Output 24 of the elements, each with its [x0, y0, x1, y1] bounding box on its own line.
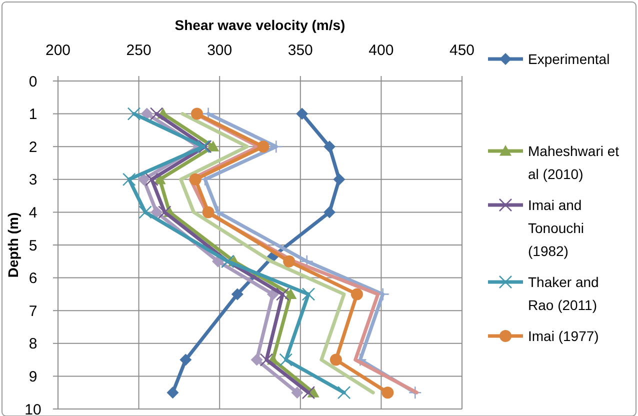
x-tick-label: 450: [449, 42, 475, 59]
legend-label: Imai and Tonouchi (1982): [528, 196, 584, 259]
legend-label: Experimental: [528, 50, 610, 67]
legend-label: Thaker and Rao (2011): [528, 274, 599, 313]
y-tick-label: 3: [28, 172, 38, 189]
legend-label: Maheshwari et al (2010): [528, 142, 620, 182]
y-tick-label: 9: [28, 368, 38, 386]
legend-label: Imai (1977): [528, 328, 599, 344]
y-tick-label: 5: [28, 237, 38, 254]
x-tick-label: 300: [207, 42, 232, 59]
y-tick-label: 10: [24, 401, 42, 416]
x-tick-label: 250: [126, 42, 152, 59]
y-tick-label: 6: [28, 270, 38, 288]
x-tick-label: 350: [288, 42, 313, 59]
y-tick-label: 8: [28, 336, 38, 353]
x-tick-label: 400: [368, 42, 394, 59]
y-tick-label: 7: [28, 302, 38, 320]
y-tick-label: 1: [28, 106, 38, 124]
y-axis-title: Depth (m): [5, 212, 21, 278]
x-axis-title: Shear wave velocity (m/s): [174, 17, 346, 33]
y-tick-label: 2: [28, 138, 38, 156]
y-tick-label: 0: [28, 73, 38, 90]
x-tick-label: 200: [45, 42, 71, 59]
y-tick-label: 4: [28, 204, 38, 222]
